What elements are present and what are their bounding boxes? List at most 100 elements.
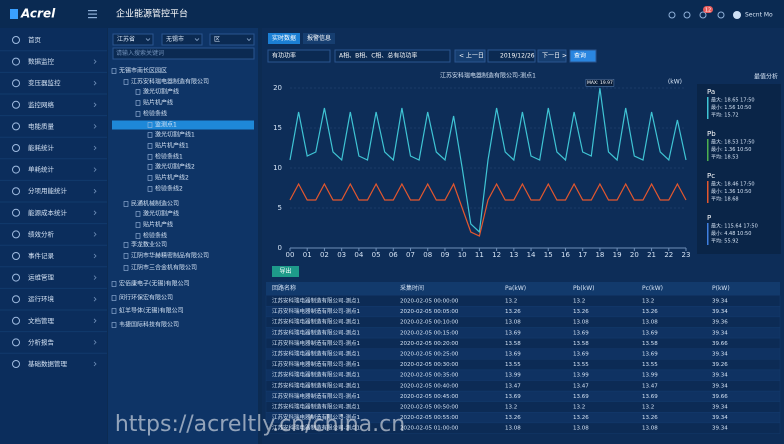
filter-query-text[interactable]: 查询 [574,52,586,60]
menu-arrow [93,167,97,172]
tree-item[interactable]: 检验条线 [143,110,167,118]
menu-item[interactable]: 电能质量 [28,121,55,130]
search-icon[interactable] [668,11,676,19]
menu-item[interactable]: 运维管理 [28,273,55,282]
tree-selected [112,120,254,130]
filter-next[interactable] [537,49,567,63]
menu-icon [12,230,20,239]
menu-item[interactable]: 能耗统计 [28,143,55,152]
tab-label[interactable]: 实时数据 [272,34,296,42]
region-select[interactable] [161,33,203,46]
menu-item[interactable]: 单耗统计 [28,165,55,174]
tree-item[interactable]: 江苏安科瑞电器制造有限公司 [131,78,209,86]
tree-icon [147,143,153,149]
table-header [266,282,780,295]
menu-item[interactable]: 文档管理 [28,316,55,325]
tree-item[interactable]: 激光切割产线1 [155,131,195,139]
tree-item[interactable]: 检验条线1 [155,153,183,161]
menu-item[interactable]: 监控网络 [28,100,55,109]
tree-item[interactable]: 激光切割产线 [143,88,179,96]
menu-item[interactable]: 运行环境 [28,294,55,303]
tab-label[interactable]: 报警信息 [307,34,331,42]
stats-title[interactable]: 最值分析 [754,73,778,81]
menu-item[interactable]: 绩效分析 [28,229,55,238]
region-select-text[interactable]: 江苏省 [117,35,135,43]
tree-item[interactable]: 贴片机产线 [143,221,173,229]
table-cell: 13.2 [505,405,517,411]
tree-item[interactable]: 韦捷国际科技有限公司 [119,321,179,329]
tree-item[interactable]: 无锡市南长区园区 [119,67,167,75]
avatar[interactable] [733,11,741,19]
region-select-text[interactable]: 无锡市 [166,35,184,43]
menu-icon [12,144,20,152]
table-cell: 13.08 [573,426,589,432]
select-caret [246,38,252,41]
tree-icon [123,253,129,259]
menu-item[interactable]: 变压器监控 [28,78,61,87]
table-cell: 13.08 [642,320,658,326]
export-button[interactable] [272,266,299,277]
x-tick-label: 09 [440,251,449,259]
filter-date[interactable] [487,49,536,63]
menu-arrow [93,102,97,108]
filter-prev[interactable] [454,49,486,63]
tree-item[interactable]: 江阴市三合金机有限公司 [131,264,197,272]
tree-item[interactable]: 激光切割产线 [143,210,179,218]
x-tick-label: 04 [354,251,363,259]
menu-item[interactable]: 事件记录 [28,251,55,260]
tree-item[interactable]: 虹羊导体(无锡)有限公司 [119,307,184,315]
x-tick-label: 22 [664,251,673,259]
menu-toggle[interactable] [88,10,97,19]
search-input[interactable] [112,47,255,60]
region-select[interactable] [209,33,255,46]
tab[interactable] [268,33,300,44]
menu-item[interactable]: 首页 [28,35,42,44]
tree-item[interactable]: 贴片机产线1 [155,142,189,150]
menu-item[interactable]: 分析报告 [28,337,55,346]
tree-item[interactable]: 激光切割产线2 [155,163,195,171]
menu-item[interactable]: 能源成本统计 [28,208,68,217]
region-select[interactable] [112,33,154,46]
help-icon[interactable] [683,11,691,19]
filter-phases-text[interactable]: A相、B相、C相、总有功功率 [339,52,417,60]
table-row [265,422,781,434]
tree-item[interactable]: 检验条线2 [155,185,183,193]
tree-item[interactable]: 李龙数业公司 [131,241,167,249]
x-tick-label: 05 [372,251,381,259]
x-tick-label: 10 [458,251,467,259]
stat-bar [707,223,709,245]
tree-icon [135,222,141,228]
table-cell: 13.26 [573,309,589,315]
tree-item[interactable]: 闵行环保宏有限公司 [119,294,173,302]
filter-next-text[interactable]: 下一日 > [542,53,567,60]
tree-item[interactable]: 检验条线 [143,232,167,240]
bell-icon[interactable] [699,11,707,19]
filter-metric-text[interactable]: 有功功率 [272,52,296,60]
table-cell: 2020-02-05 00:20:00 [400,341,459,347]
menu-item[interactable]: 分项用能统计 [28,186,68,195]
export-label[interactable]: 导出 [279,267,291,275]
tree-item[interactable]: 监测点1 [155,121,177,129]
settings-icon[interactable] [717,11,725,19]
tree-item[interactable]: 宏佰康电子(无锡)有限公司 [119,280,190,288]
tab[interactable] [303,33,335,44]
tree-item[interactable]: 贴片机产线2 [155,174,189,182]
search-placeholder[interactable]: 请输入搜索关键词 [116,49,164,57]
tree-item[interactable]: 民通机械制造公司 [131,200,179,208]
chart-unit: (kW) [668,79,682,86]
filter-metric[interactable] [267,49,331,63]
filter-phases[interactable] [334,49,451,63]
filter-date-text[interactable]: 2019/12/26 [500,53,535,60]
filter-prev-text[interactable]: < 上一日 [459,52,484,60]
filter-query[interactable] [569,49,597,63]
menu-item[interactable]: 数据监控 [28,57,55,66]
stat-bar [707,139,709,161]
tree-item[interactable]: 江阴市华赫精密制品有限公司 [131,252,209,260]
menu-arrow [93,296,97,302]
user-name[interactable]: Secnt Mo [745,12,773,19]
menu-item[interactable]: 基础数据管理 [28,359,68,368]
tree-item[interactable]: 贴片机产线 [143,99,173,107]
region-select-text[interactable]: 区 [214,36,220,43]
table-cell: 13.69 [573,330,589,336]
menu-icon [12,122,20,131]
